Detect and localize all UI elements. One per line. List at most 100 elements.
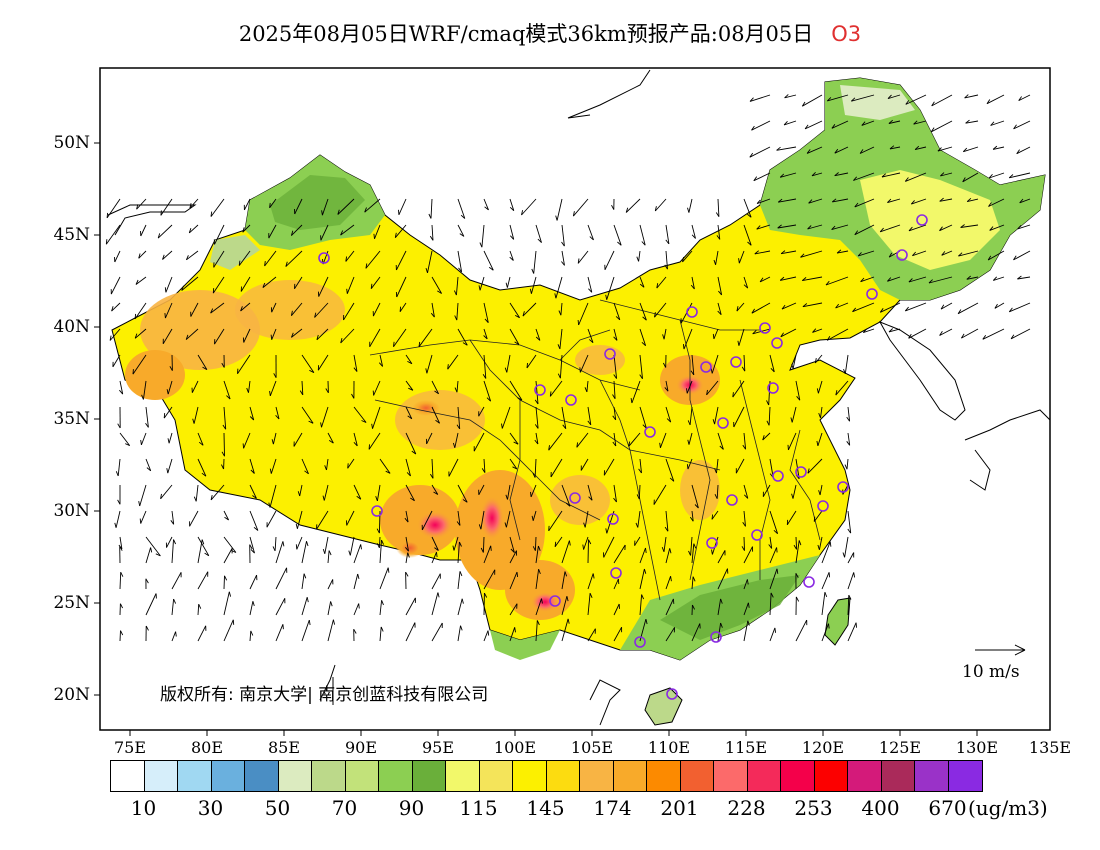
wind-arrow-head [201,539,205,545]
wind-arrow [119,630,121,642]
wind-arrow [210,198,225,217]
wind-arrow [834,172,849,177]
station-marker [726,494,738,506]
wind-arrow-head [484,592,488,598]
wind-arrow-head [139,518,142,524]
wind-arrow [162,250,173,260]
wind-arrow [735,458,745,474]
wind-arrow-head [347,463,349,469]
wind-arrow-head [1010,334,1015,340]
wind-arrow-head [481,468,486,473]
wind-arrow-head [328,550,332,556]
wind-arrow [690,536,693,556]
wind-arrow-head [162,254,165,260]
wind-arrow [825,276,849,286]
wind-arrow [688,432,693,445]
wind-arrow [769,568,778,590]
wind-arrow [197,354,208,370]
wind-arrow [249,630,252,642]
wind-arrow-head [513,441,519,445]
colorbar-label: 670 [928,796,967,820]
wind-arrow [327,432,334,444]
wind-arrow-head [888,328,894,333]
wind-arrow [1019,198,1031,204]
wind-arrow-head [192,418,195,424]
station-marker [607,513,619,525]
wind-arrow-head [526,362,528,369]
wind-arrow [197,539,203,564]
wind-arrow-head [770,367,775,373]
wind-arrow-head [370,283,373,289]
wind-arrow [171,539,174,564]
wind-arrow [1009,172,1031,179]
wind-arrow-head [756,225,761,230]
wind-arrow-head [687,439,690,445]
wind-arrow-head [405,571,409,577]
hot-spot [480,496,504,540]
coastline [319,664,336,701]
wind-arrow-head [325,388,329,394]
wind-arrow [560,302,563,316]
wind-arrow [769,354,775,373]
wind-arrow-head [308,620,311,626]
wind-arrow [223,575,225,590]
wind-arrow [535,328,541,341]
wind-arrow [762,484,771,497]
wind-arrow [535,380,539,405]
wind-arrow-head [990,121,995,126]
wind-arrow [210,302,225,314]
wind-arrow [691,510,694,522]
wind-arrow-head [908,333,912,339]
wind-arrow-head [452,442,456,448]
wind-arrow-head [134,333,138,339]
coastline [567,69,651,119]
wind-arrow [509,458,518,470]
wind-arrow [1018,94,1031,102]
wind-arrow-head [636,256,640,262]
wind-arrow [431,536,439,551]
wind-arrow [811,172,823,177]
colorbar-swatch [714,761,748,791]
wind-arrow [631,380,641,404]
wind-arrow [275,567,288,590]
wind-arrow-head [800,253,805,258]
wind-arrow-head [605,294,608,300]
lon-label-90: 90E [344,738,378,757]
wind-arrow-head [164,313,166,319]
lat-label-45: 45N [53,225,90,245]
wind-arrow [269,484,277,508]
wind-arrow-head [860,277,865,283]
wind-arrow-head [612,415,617,421]
wind-arrow [272,432,277,445]
wind-arrow [327,579,334,590]
wind-arrow-head [888,252,893,258]
wind-arrow [240,276,251,292]
wind-arrow [548,432,563,451]
wind-arrow [994,302,1005,309]
wind-arrow-head [661,546,665,552]
wind-arrow-head [756,199,761,204]
wind-arrow [717,432,724,450]
wind-arrow-head [361,420,367,423]
wind-arrow [717,622,722,642]
wind-arrow [665,576,672,590]
wind-arrow [881,172,901,178]
wind-arrow [691,276,695,290]
wind-arrow [479,276,485,291]
lon-label-115: 115E [724,738,768,757]
wind-arrow [940,302,953,310]
colorbar-label: 201 [660,796,699,820]
lon-label-105: 105E [570,738,614,757]
wind-arrow-head [752,329,757,335]
wind-arrow-head [328,440,334,444]
colorbar-label: 174 [593,796,632,820]
wind-arrow [370,276,381,289]
colorbar-label: 400 [861,796,900,820]
wind-arrow [324,536,329,554]
wind-arrow [509,328,520,345]
wind-arrow-head [779,173,785,178]
wind-arrow-head [712,333,715,339]
wind-arrow-head [982,334,987,340]
wind-arrow-head [747,620,750,626]
wind-arrow [820,406,823,418]
